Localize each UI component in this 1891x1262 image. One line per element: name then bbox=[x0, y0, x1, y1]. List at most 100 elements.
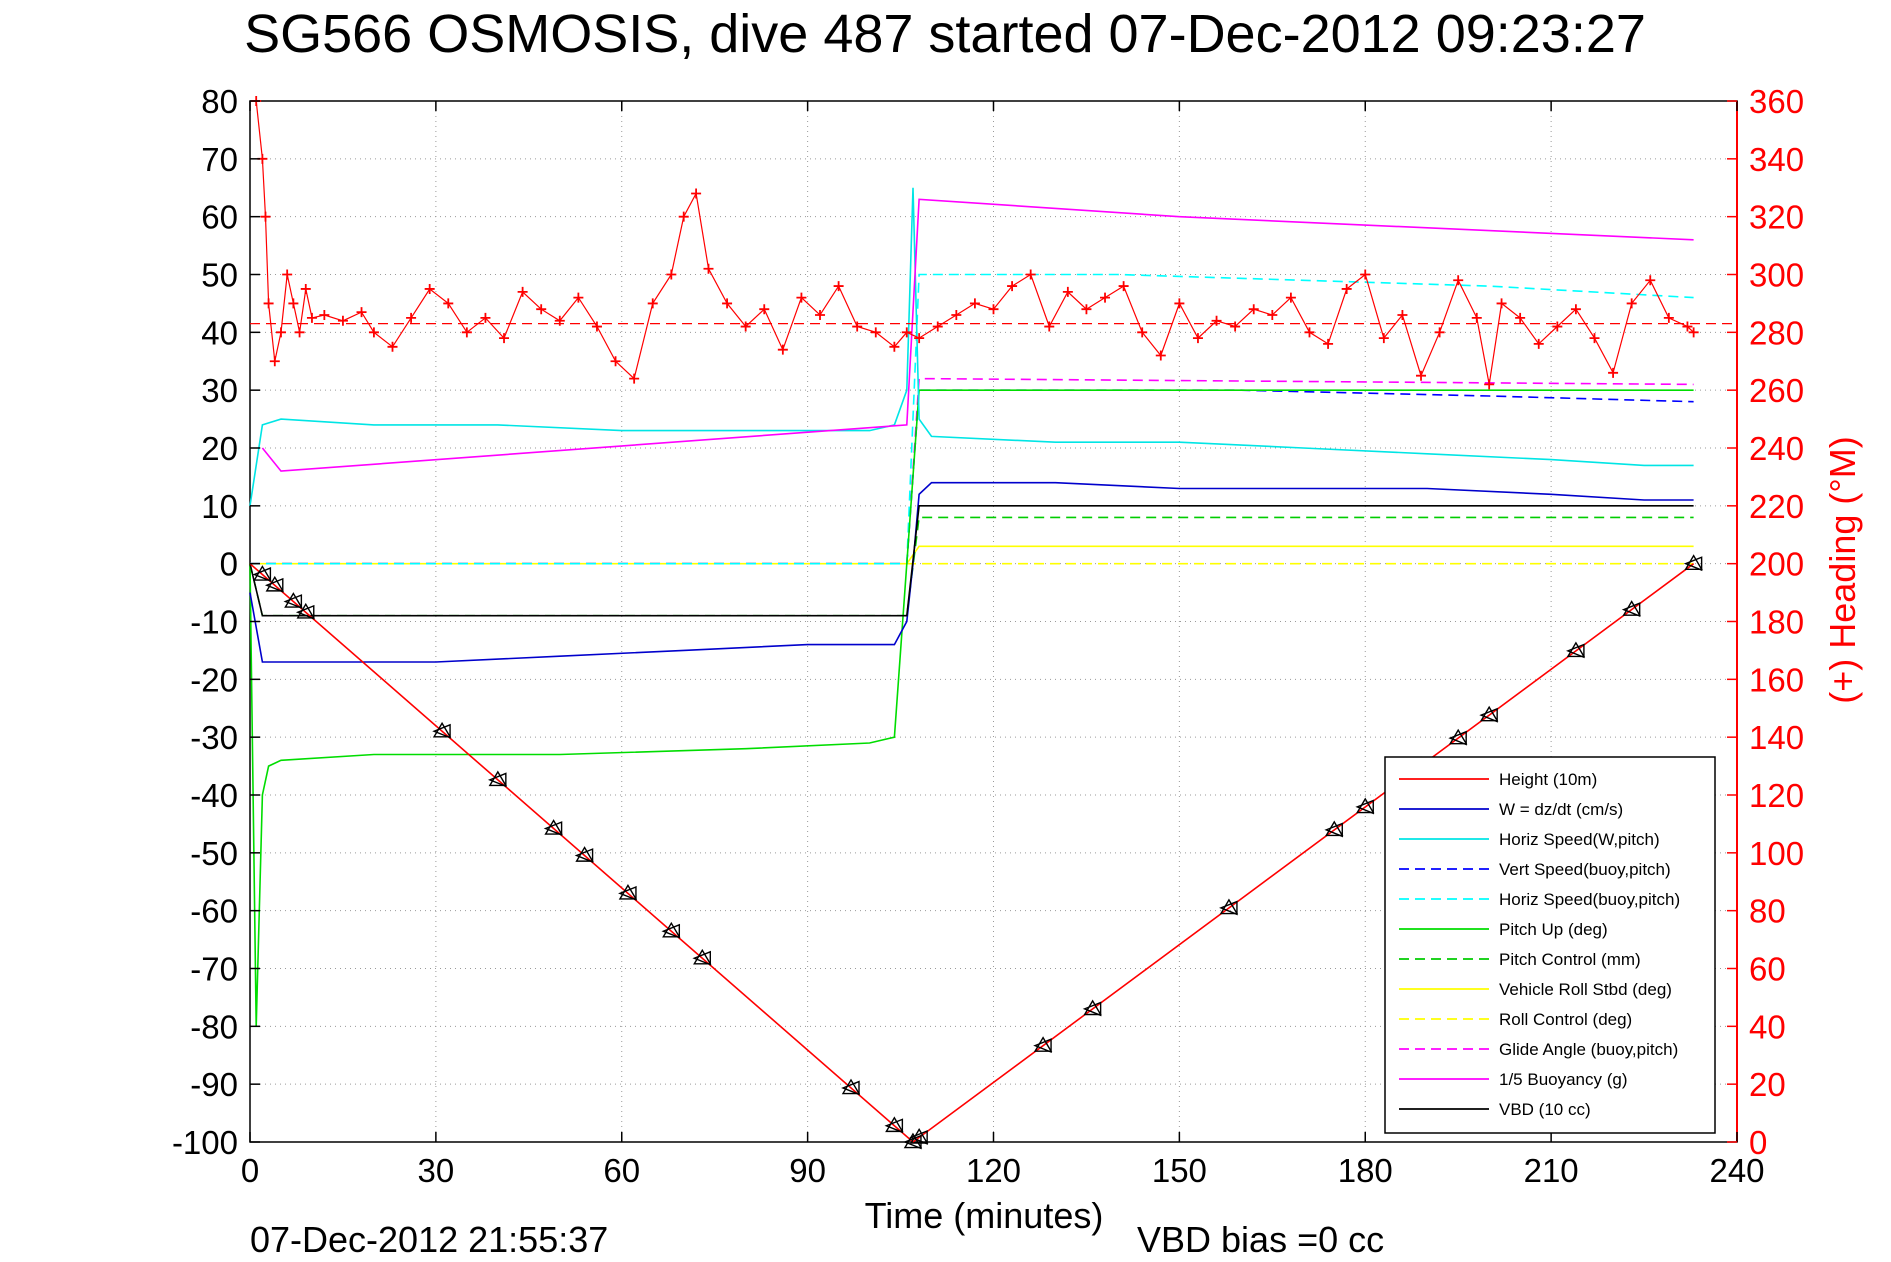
vbd-marker-side bbox=[1621, 602, 1641, 617]
y-tick-label: -20 bbox=[190, 661, 238, 698]
heading-point bbox=[1044, 321, 1055, 332]
vbd-marker-side bbox=[1033, 1038, 1052, 1054]
y-tick-label: 50 bbox=[201, 257, 238, 294]
heading-point bbox=[368, 327, 379, 338]
y2-tick-label: 0 bbox=[1749, 1124, 1767, 1161]
vbd-marker-side bbox=[264, 577, 284, 593]
heading-point bbox=[282, 269, 293, 280]
vbd-marker-side bbox=[1448, 730, 1467, 746]
heading-point bbox=[1230, 321, 1241, 332]
heading-point bbox=[1688, 327, 1699, 338]
y-tick-label: 70 bbox=[201, 141, 238, 178]
heading-trace bbox=[255, 100, 1695, 385]
series-vehicle-roll-stbd-deg bbox=[250, 545, 1694, 565]
vbd-marker-side bbox=[841, 1080, 860, 1096]
y-tick-label: -30 bbox=[190, 719, 238, 756]
y-tick-label: -10 bbox=[190, 604, 238, 641]
y-tick-label: -80 bbox=[190, 1008, 238, 1045]
x-tick-label: 30 bbox=[418, 1152, 455, 1189]
y2-tick-label: 220 bbox=[1749, 488, 1804, 525]
legend-entry: Pitch Up (deg) bbox=[1499, 920, 1608, 939]
y2-tick-label: 260 bbox=[1749, 372, 1804, 409]
y-tick-label: -90 bbox=[190, 1066, 238, 1103]
heading-point bbox=[356, 307, 367, 318]
heading-point bbox=[1323, 338, 1334, 349]
heading-point bbox=[1062, 286, 1073, 297]
y2-tick-label: 320 bbox=[1749, 199, 1804, 236]
heading-point bbox=[1211, 315, 1222, 326]
y2-tick-label: 140 bbox=[1749, 719, 1804, 756]
legend-entry: Pitch Control (mm) bbox=[1499, 950, 1641, 969]
heading-point bbox=[1174, 298, 1185, 309]
heading-point bbox=[1285, 292, 1296, 303]
heading-point bbox=[300, 283, 311, 294]
heading-point bbox=[1533, 338, 1544, 349]
vbd-marker-side bbox=[252, 567, 272, 582]
heading-point bbox=[1434, 327, 1445, 338]
heading-point bbox=[260, 211, 271, 222]
vbd-marker-side bbox=[1479, 707, 1498, 723]
vbd-marker-side bbox=[884, 1118, 904, 1134]
y2-tick-label: 120 bbox=[1749, 777, 1804, 814]
heading-point bbox=[387, 341, 398, 352]
x-tick-label: 240 bbox=[1709, 1152, 1764, 1189]
heading-point bbox=[1397, 309, 1408, 320]
heading-point bbox=[833, 281, 844, 292]
y2-tick-label: 240 bbox=[1749, 430, 1804, 467]
heading-point bbox=[740, 321, 751, 332]
heading-point bbox=[914, 333, 925, 344]
right-axis-label: (+) Heading (°M) bbox=[1822, 436, 1863, 703]
y2-tick-label: 40 bbox=[1749, 1008, 1786, 1045]
vbd-marker-side bbox=[618, 885, 637, 901]
y2-tick-label: 100 bbox=[1749, 835, 1804, 872]
heading-point bbox=[275, 327, 286, 338]
heading-point bbox=[1496, 298, 1507, 309]
heading-point bbox=[1453, 275, 1464, 286]
y-tick-label: -60 bbox=[190, 893, 238, 930]
legend-entry: Roll Control (deg) bbox=[1499, 1010, 1632, 1029]
heading-point bbox=[1515, 312, 1526, 323]
series-pitch-control-mm bbox=[249, 516, 1694, 617]
x-tick-label: 180 bbox=[1338, 1152, 1393, 1189]
heading-point bbox=[306, 312, 317, 323]
heading-point bbox=[647, 298, 658, 309]
legend-entry: Vert Speed(buoy,pitch) bbox=[1499, 860, 1671, 879]
heading-point bbox=[443, 298, 454, 309]
series-vert-speed-buoy-pitch bbox=[250, 389, 1694, 565]
vbd-marker-side bbox=[909, 1129, 928, 1145]
x-axis-label: Time (minutes) bbox=[865, 1195, 1104, 1236]
heading-point bbox=[988, 304, 999, 315]
vbd-marker-side bbox=[661, 923, 681, 939]
heading-point bbox=[288, 298, 299, 309]
y2-tick-label: 300 bbox=[1749, 257, 1804, 294]
heading-point bbox=[852, 321, 863, 332]
heading-point bbox=[1378, 333, 1389, 344]
vbd-marker-side bbox=[1324, 822, 1343, 838]
heading-point bbox=[517, 286, 528, 297]
heading-point bbox=[932, 321, 943, 332]
heading-point bbox=[1471, 312, 1482, 323]
y-tick-label: 60 bbox=[201, 199, 238, 236]
y2-tick-label: 360 bbox=[1749, 83, 1804, 120]
series-w-dz-dt-cm-s bbox=[249, 481, 1694, 663]
x-tick-label: 150 bbox=[1152, 1152, 1207, 1189]
y2-tick-label: 160 bbox=[1749, 661, 1804, 698]
heading-point bbox=[1645, 275, 1656, 286]
legend-items: Height (10m) W = dz/dt (cm/s) Horiz Speed(… bbox=[1399, 770, 1680, 1119]
legend-entry: Horiz Speed(W,pitch) bbox=[1499, 830, 1660, 849]
heading-point bbox=[610, 356, 621, 367]
heading-point bbox=[424, 283, 435, 294]
y2-tick-label: 80 bbox=[1749, 893, 1786, 930]
heading-layer bbox=[250, 96, 1737, 390]
heading-point bbox=[1118, 281, 1129, 292]
heading-point bbox=[1155, 350, 1166, 361]
legend-entry: Vehicle Roll Stbd (deg) bbox=[1499, 980, 1672, 999]
marker-layer bbox=[252, 554, 1703, 1150]
legend-entry: Height (10m) bbox=[1499, 770, 1597, 789]
vbd-marker-side bbox=[1219, 900, 1238, 916]
y2-tick-label: 180 bbox=[1749, 604, 1804, 641]
heading-point bbox=[554, 315, 565, 326]
legend-entry: Horiz Speed(buoy,pitch) bbox=[1499, 890, 1680, 909]
y-tick-label: 40 bbox=[201, 314, 238, 351]
heading-point bbox=[573, 292, 584, 303]
